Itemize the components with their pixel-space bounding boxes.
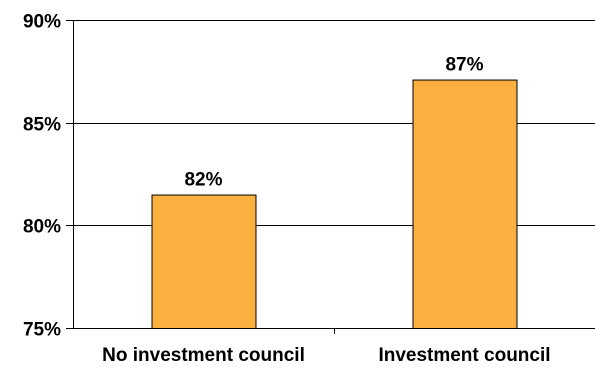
bar-data-label: 87% [445, 55, 483, 76]
y-tick-label: 75% [23, 320, 61, 341]
bar [412, 79, 518, 330]
bar [151, 194, 257, 329]
x-category-label: No investment council [102, 345, 305, 366]
bars [151, 79, 518, 330]
y-tick-label: 85% [23, 115, 61, 136]
bar-data-label: 82% [184, 170, 222, 191]
x-category-label: Investment council [378, 345, 550, 366]
y-axis-ticks: 75% 80% 85% 90% [23, 12, 73, 341]
x-axis-categories: No investment council Investment council [102, 345, 550, 366]
data-labels: 82% 87% [184, 55, 483, 191]
y-tick-label: 90% [23, 12, 61, 33]
axes [73, 20, 595, 334]
y-tick-label: 80% [23, 217, 61, 238]
